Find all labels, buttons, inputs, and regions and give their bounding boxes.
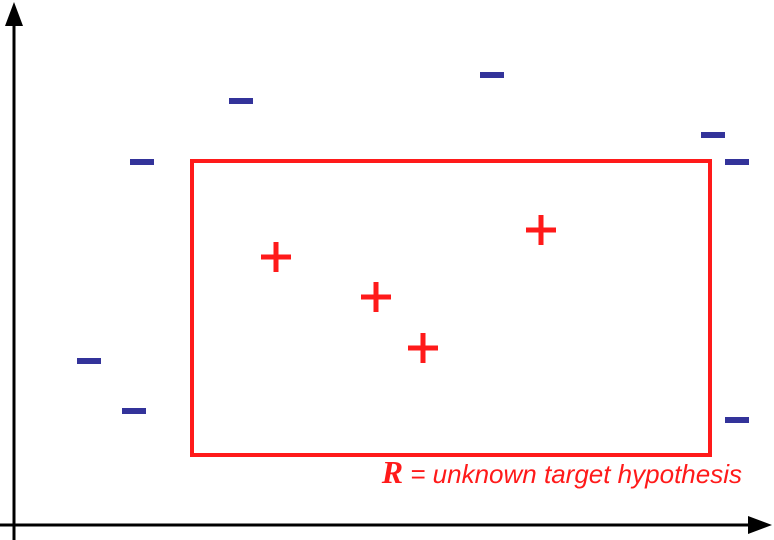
negative-point [480,72,504,78]
target-hypothesis-caption: R = unknown target hypothesis [381,454,742,490]
x-axis [0,516,772,534]
negative-point [130,159,154,165]
positive-examples [261,215,556,363]
negative-point [122,408,146,414]
positive-point [408,333,438,363]
negative-point [701,132,725,138]
positive-point [261,242,291,272]
x-axis-arrowhead [748,516,772,534]
hypothesis-symbol: R [381,454,403,490]
caption-text: = unknown target hypothesis [403,459,742,489]
positive-point [361,282,391,312]
negative-point [77,358,101,364]
positive-point [526,215,556,245]
negative-point [725,159,749,165]
y-axis-arrowhead [5,2,23,26]
negative-examples [77,72,749,423]
y-axis [5,2,23,540]
negative-point [229,98,253,104]
target-hypothesis-rectangle [190,159,712,457]
negative-point [725,417,749,423]
